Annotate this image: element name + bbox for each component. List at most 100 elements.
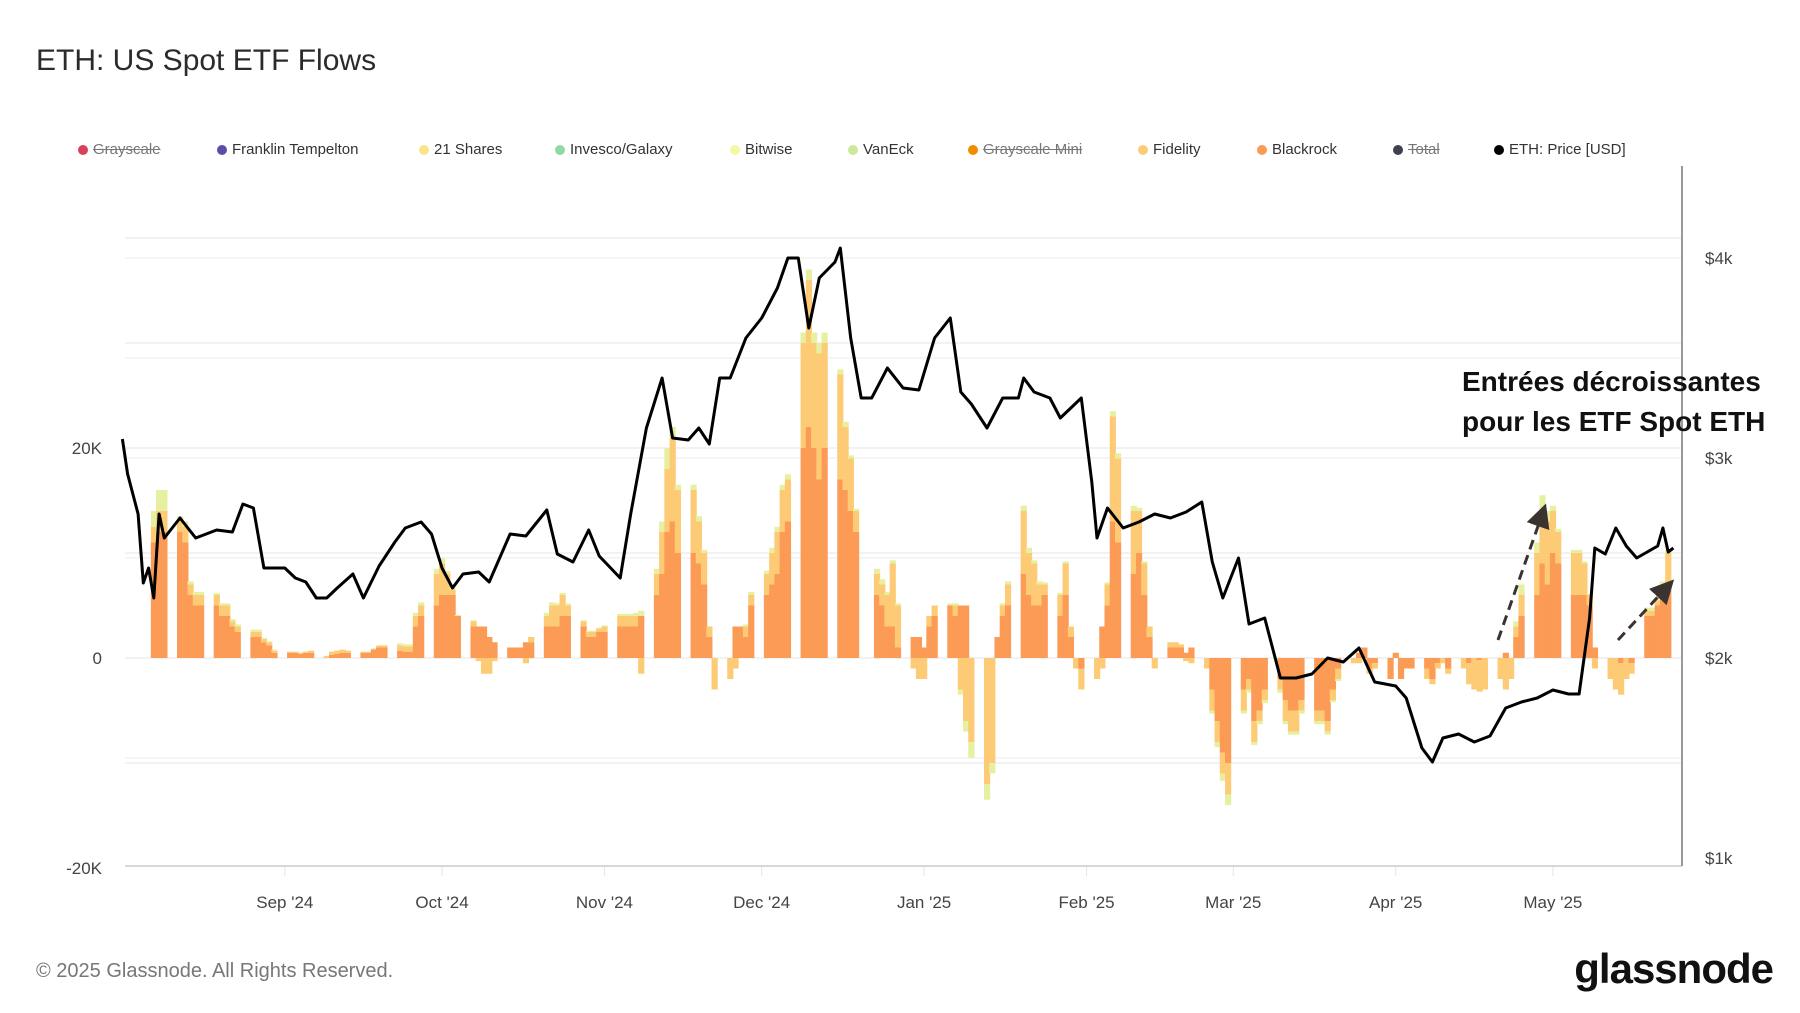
legend-item-blackrock[interactable]: Blackrock — [1257, 141, 1337, 158]
bar-blackrock — [999, 616, 1006, 658]
bar-fidelity — [1245, 679, 1253, 690]
bar-fidelity — [1261, 689, 1268, 700]
bar-fidelity — [742, 626, 750, 637]
bar-blackrock — [1146, 637, 1153, 658]
bar-blackrock — [1287, 658, 1295, 711]
bar-others — [1135, 507, 1143, 511]
bar-others — [418, 602, 425, 606]
bar-blackrock — [732, 626, 739, 658]
bar-fidelity — [1130, 511, 1137, 574]
bar-fidelity — [580, 621, 587, 627]
bar-blackrock — [1549, 553, 1557, 658]
legend-item-total[interactable]: Total — [1393, 141, 1440, 158]
bar-others — [549, 602, 556, 606]
bar-fidelity — [480, 658, 488, 674]
bar-fidelity — [402, 646, 409, 652]
bar-blackrock — [627, 626, 634, 658]
bar-others — [784, 474, 792, 480]
bar-others — [952, 603, 959, 606]
bar-fidelity — [1251, 721, 1258, 742]
legend-item-vaneck[interactable]: VanEck — [848, 141, 914, 158]
bar-blackrock — [1188, 647, 1195, 658]
bar-others — [161, 490, 168, 511]
legend-item-grayscale[interactable]: Grayscale — [78, 141, 161, 158]
bar-fidelity — [475, 658, 482, 662]
bar-blackrock — [213, 605, 220, 658]
gridlines — [125, 237, 1682, 764]
bar-blackrock — [695, 563, 702, 658]
bar-others — [1277, 689, 1284, 693]
bar-fidelity — [921, 658, 928, 679]
legend-item-eth-price[interactable]: ETH: Price [USD] — [1494, 141, 1626, 158]
bar-fidelity — [543, 616, 551, 627]
bar-others — [1329, 700, 1337, 703]
bar-blackrock — [218, 616, 226, 658]
bar-blackrock — [596, 631, 603, 658]
bar-fidelity — [1172, 642, 1179, 648]
legend-item-invesco-galaxy[interactable]: Invesco/Galaxy — [555, 141, 673, 158]
bar-blackrock — [800, 448, 807, 658]
bar-blackrock — [1219, 658, 1226, 753]
bar-fidelity — [197, 595, 205, 606]
bar-others — [1020, 505, 1027, 511]
legend-label: Fidelity — [1153, 141, 1201, 158]
bar-fidelity — [931, 605, 938, 616]
bar-fidelity — [549, 605, 556, 627]
right-tick-label: $4k — [1705, 249, 1733, 268]
bar-blackrock — [512, 647, 519, 658]
bar-fidelity — [323, 655, 330, 658]
bar-blackrock — [543, 626, 551, 658]
legend-item-fidelity[interactable]: Fidelity — [1138, 141, 1201, 158]
bar-others — [585, 630, 592, 632]
bar-fidelity — [711, 658, 718, 690]
bar-blackrock — [1057, 616, 1064, 658]
bar-others — [695, 516, 702, 522]
bar-blackrock — [1534, 595, 1541, 658]
bar-blackrock — [559, 616, 566, 658]
bar-fidelity — [1555, 532, 1562, 564]
bar-blackrock — [192, 605, 199, 658]
bar-fidelity — [1298, 700, 1305, 711]
legend-item-21-shares[interactable]: 21 Shares — [419, 141, 502, 158]
bar-fidelity — [1497, 658, 1504, 679]
bar-fidelity — [1004, 584, 1012, 606]
bar-fidelity — [439, 563, 446, 595]
bar-blackrock — [580, 626, 587, 658]
bar-blackrock — [879, 605, 886, 658]
x-tick-label: Apr '25 — [1369, 893, 1422, 912]
bar-blackrock — [370, 649, 378, 658]
legend-item-franklin-tempelton[interactable]: Franklin Tempelton — [217, 141, 358, 158]
bar-others — [255, 629, 262, 632]
copyright: © 2025 Glassnode. All Rights Reserved. — [36, 960, 394, 982]
bar-fidelity — [564, 605, 571, 616]
bar-blackrock — [1225, 658, 1232, 763]
bar-fidelity — [769, 553, 776, 585]
bar-others — [470, 620, 477, 622]
bar-fidelity — [983, 658, 991, 784]
bar-blackrock — [622, 626, 629, 658]
legend-item-bitwise[interactable]: Bitwise — [730, 141, 793, 158]
bar-others — [1025, 547, 1033, 553]
bar-fidelity — [365, 651, 372, 653]
bar-fidelity — [1507, 658, 1515, 679]
legend-dot-icon — [968, 144, 978, 155]
bar-others — [1335, 679, 1342, 682]
bar-blackrock — [1466, 658, 1473, 664]
bar-others — [622, 613, 629, 616]
bar-fidelity — [1240, 689, 1247, 711]
bar-others — [1004, 581, 1012, 585]
bar-fidelity — [187, 584, 194, 595]
bar-fidelity — [1167, 642, 1174, 648]
bar-fidelity — [297, 652, 304, 654]
bar-others — [873, 568, 881, 574]
bar-blackrock — [328, 654, 336, 658]
bar-others — [433, 568, 440, 574]
bar-fidelity — [638, 658, 645, 674]
bar-fidelity — [847, 458, 854, 511]
x-tick-label: May '25 — [1523, 893, 1582, 912]
bar-fidelity — [1623, 658, 1630, 679]
bar-fidelity — [234, 626, 241, 632]
legend-item-grayscale-mini[interactable]: Grayscale Mini — [968, 141, 1082, 158]
bar-fidelity — [1502, 658, 1509, 690]
bar-fidelity — [1549, 511, 1557, 553]
